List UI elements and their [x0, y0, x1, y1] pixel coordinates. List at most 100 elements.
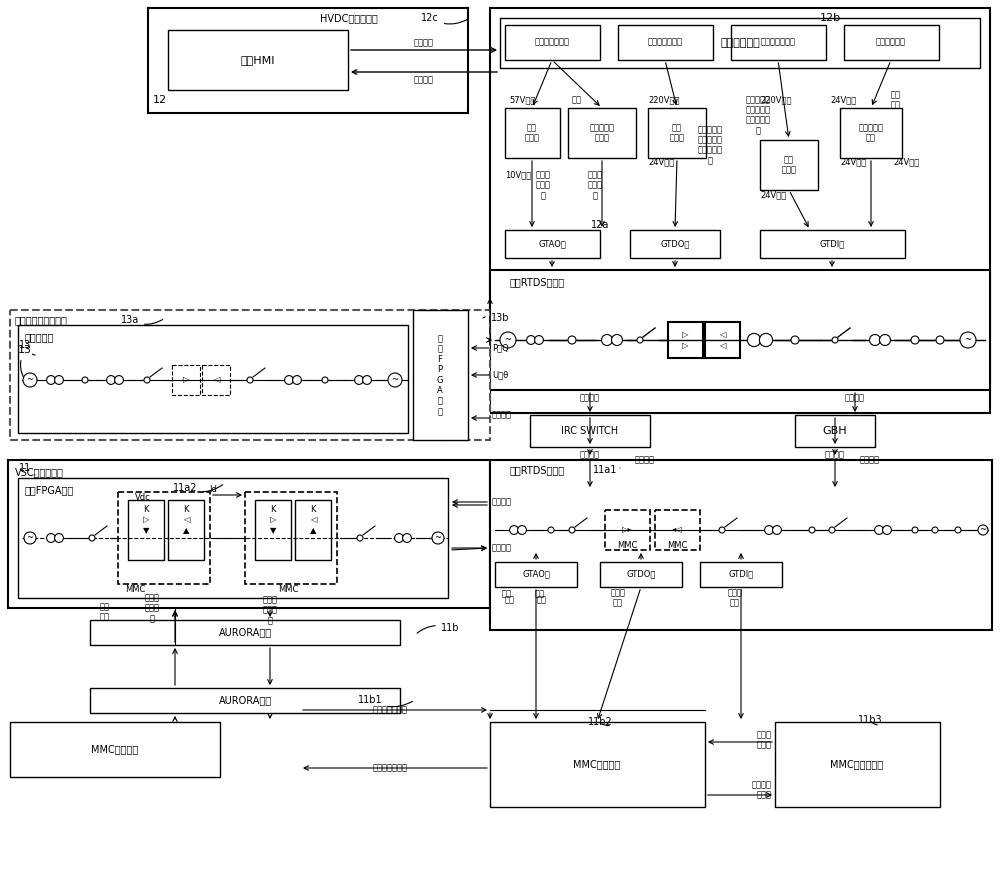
Text: 网络联接: 网络联接	[845, 394, 865, 403]
Text: VSC仿真子平台: VSC仿真子平台	[15, 467, 64, 477]
Circle shape	[115, 375, 123, 384]
Circle shape	[875, 525, 883, 534]
Text: 并行计算机: 并行计算机	[25, 332, 54, 342]
Text: 交流系统仿真子平台: 交流系统仿真子平台	[15, 315, 68, 325]
Text: 网络联接: 网络联接	[860, 455, 880, 465]
Circle shape	[936, 336, 944, 344]
Text: 功率
放大器: 功率 放大器	[524, 124, 540, 143]
Text: 第
一
F
P
G
A
单
元: 第 一 F P G A 单 元	[437, 334, 443, 416]
Circle shape	[569, 527, 575, 533]
Text: 子模块
触发脉
冲: 子模块 触发脉 冲	[262, 595, 278, 625]
Bar	[168, 30, 348, 90]
Text: ▷▸: ▷▸	[622, 525, 632, 534]
Circle shape	[548, 527, 554, 533]
Text: 24V信号: 24V信号	[840, 158, 866, 167]
Text: 系统状态: 系统状态	[414, 75, 434, 84]
Bar	[844, 25, 939, 60]
Bar	[8, 460, 490, 608]
Text: ~: ~	[26, 375, 34, 384]
Bar	[495, 562, 577, 587]
Bar	[705, 322, 740, 358]
Text: 第一RTDS仿真器: 第一RTDS仿真器	[510, 465, 565, 475]
Text: 12b: 12b	[820, 13, 841, 23]
Text: GTAO卡: GTAO卡	[522, 569, 550, 579]
Text: 11: 11	[19, 463, 35, 475]
Bar	[840, 108, 902, 158]
Bar	[505, 25, 600, 60]
Circle shape	[388, 373, 402, 387]
Bar	[600, 562, 682, 587]
Text: 交流电
压、电
流: 交流电 压、电 流	[536, 170, 550, 200]
Circle shape	[911, 336, 919, 344]
Bar	[490, 722, 705, 807]
Bar	[795, 415, 875, 447]
Text: 11b: 11b	[417, 623, 459, 633]
Text: 电流: 电流	[505, 595, 515, 604]
Text: K
◁
▲: K ◁ ▲	[183, 505, 189, 535]
Text: 触发脉冲接
口板: 触发脉冲接 口板	[858, 124, 884, 143]
Text: 操作命令: 操作命令	[414, 39, 434, 47]
Bar	[731, 25, 826, 60]
Circle shape	[535, 336, 543, 345]
Circle shape	[791, 336, 799, 344]
Text: GTDI卡: GTDI卡	[728, 569, 754, 579]
Bar	[255, 500, 291, 560]
Circle shape	[932, 527, 938, 533]
Text: 总线: 总线	[572, 96, 582, 104]
Bar	[630, 230, 720, 258]
Bar	[245, 492, 337, 584]
Circle shape	[883, 525, 891, 534]
Text: 桥臂
电流: 桥臂 电流	[100, 602, 110, 622]
Text: MMC站级控制: MMC站级控制	[573, 759, 621, 769]
Bar	[775, 722, 940, 807]
Text: ▷: ▷	[183, 375, 189, 384]
Text: ~: ~	[964, 336, 972, 345]
Bar	[668, 322, 703, 358]
Text: 网络联接: 网络联接	[825, 451, 845, 460]
Bar	[490, 460, 992, 630]
Bar	[128, 500, 164, 560]
Bar	[295, 500, 331, 560]
Text: 12a: 12a	[591, 220, 609, 230]
Text: 11a1: 11a1	[593, 465, 620, 475]
Text: GBH: GBH	[823, 426, 847, 436]
Bar	[413, 310, 468, 440]
Bar	[530, 415, 650, 447]
Bar	[490, 270, 990, 390]
Bar	[18, 478, 448, 598]
Text: 子模块导通个数: 子模块导通个数	[372, 705, 408, 715]
Circle shape	[602, 334, 612, 346]
Circle shape	[870, 334, 881, 346]
Bar	[505, 108, 560, 158]
Text: 时间同步: 时间同步	[492, 410, 512, 419]
Circle shape	[107, 375, 115, 384]
Bar	[568, 108, 636, 158]
Circle shape	[637, 337, 643, 343]
Text: ~: ~	[505, 336, 512, 345]
Text: 第二FPGA单元: 第二FPGA单元	[25, 485, 74, 495]
Text: MMC: MMC	[617, 540, 637, 550]
Bar	[760, 230, 905, 258]
Circle shape	[432, 532, 444, 544]
Circle shape	[759, 333, 773, 346]
Text: Id: Id	[209, 486, 217, 495]
Text: 中间
继电器: 中间 继电器	[782, 155, 796, 175]
Circle shape	[809, 527, 815, 533]
Bar	[760, 140, 818, 190]
Text: 模拟量输入接口: 模拟量输入接口	[534, 38, 570, 46]
Text: 开关量输出接口: 开关量输出接口	[761, 38, 796, 46]
Text: 换流变分接
头指信；开
关、刀闸状
态: 换流变分接 头指信；开 关、刀闸状 态	[698, 125, 722, 165]
Text: 数据联接: 数据联接	[580, 451, 600, 460]
Text: 13a: 13a	[121, 315, 163, 325]
Text: 阀组状态: 阀组状态	[492, 544, 512, 553]
Bar	[18, 325, 408, 433]
Circle shape	[144, 377, 150, 383]
Bar	[700, 562, 782, 587]
Text: 子模块运行状态: 子模块运行状态	[372, 764, 408, 773]
Text: 阀组参数: 阀组参数	[492, 497, 512, 507]
Bar	[168, 500, 204, 560]
Text: 13: 13	[19, 340, 35, 355]
Circle shape	[357, 535, 363, 541]
Text: ◂◁: ◂◁	[672, 525, 682, 534]
Circle shape	[747, 333, 761, 346]
